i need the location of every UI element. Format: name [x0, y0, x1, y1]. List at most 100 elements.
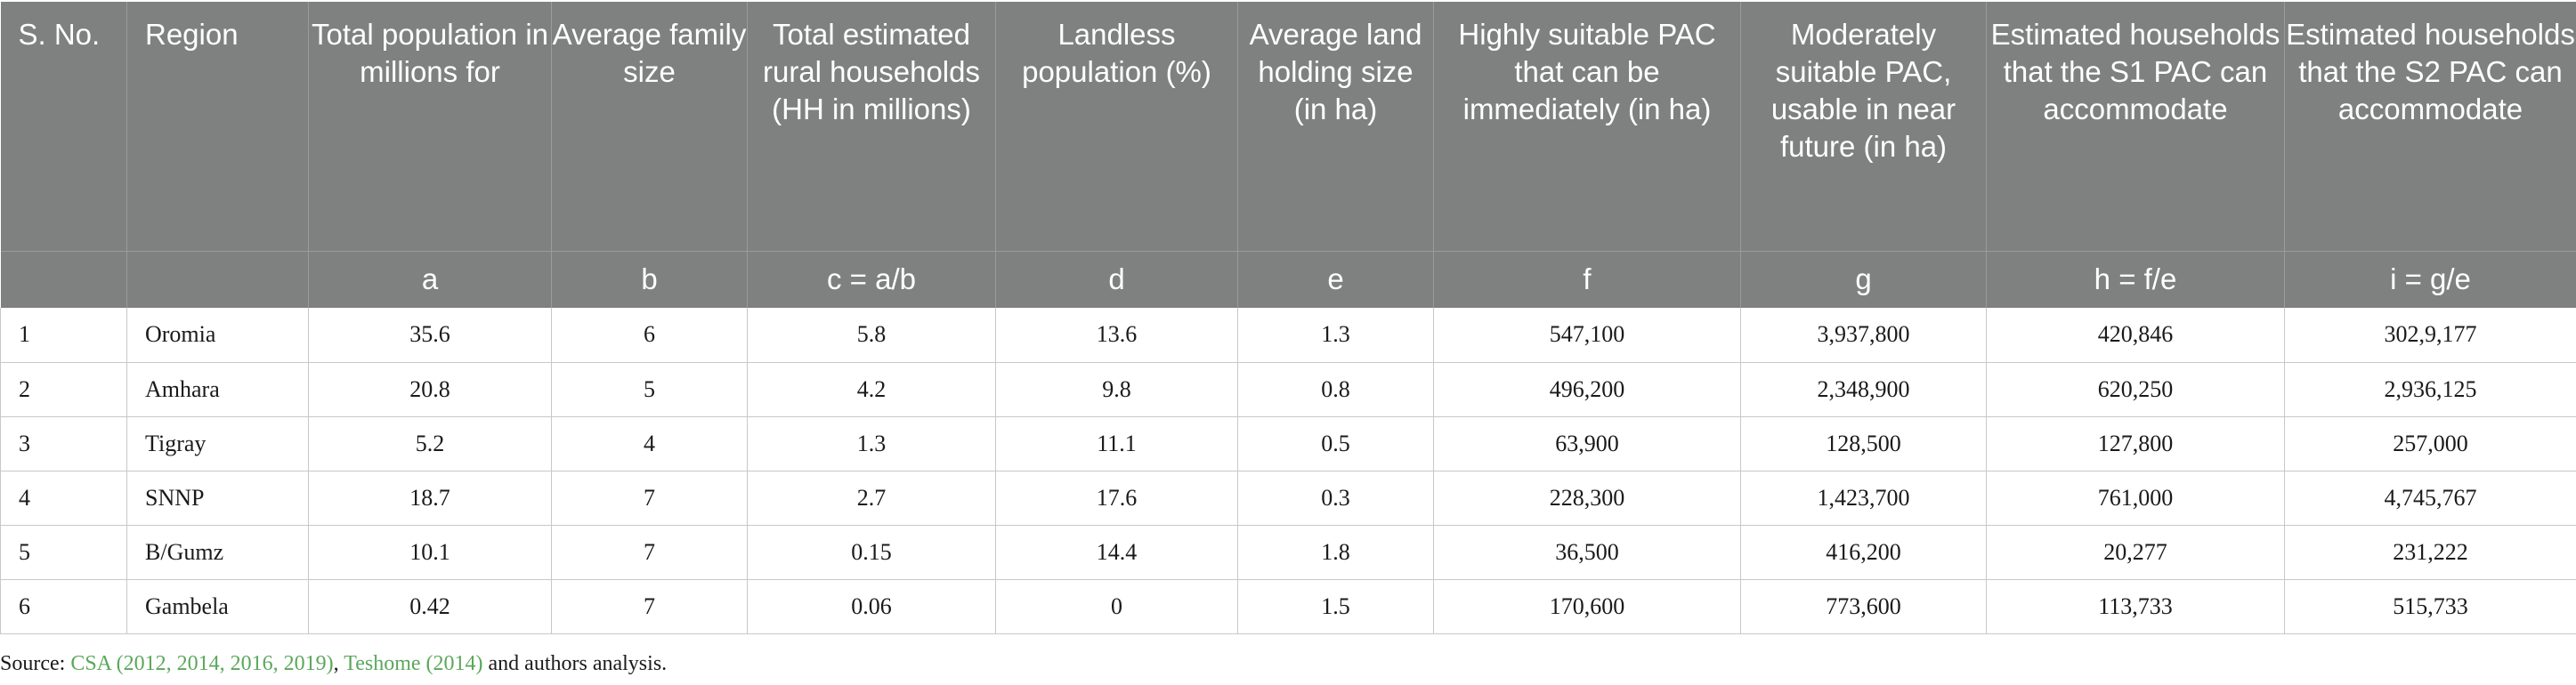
- cell-value: 4: [551, 416, 748, 471]
- formula-cell: d: [995, 250, 1238, 308]
- cell-value: 0.8: [1237, 362, 1434, 417]
- cell-value: 7: [551, 471, 748, 526]
- header-region: Region: [126, 2, 309, 251]
- header-family-size: Average family size: [551, 2, 748, 251]
- source-link-csa[interactable]: CSA (2012, 2014, 2016, 2019): [70, 652, 334, 675]
- header-s2-households: Estimated households that the S2 PAC can…: [2284, 2, 2576, 251]
- cell-region: Gambela: [126, 579, 309, 634]
- cell-value: 302,9,177: [2284, 308, 2576, 363]
- cell-value: 4.2: [747, 362, 996, 417]
- formula-cell: h = f/e: [1986, 250, 2285, 308]
- cell-region: Tigray: [126, 416, 309, 471]
- cell-value: 228,300: [1433, 471, 1741, 526]
- cell-value: 5.8: [747, 308, 996, 363]
- table-row: 5 B/Gumz 10.1 7 0.15 14.4 1.8 36,500 416…: [0, 525, 2576, 580]
- source-note: Source: CSA (2012, 2014, 2016, 2019), Te…: [0, 652, 667, 676]
- cell-value: 420,846: [1986, 308, 2285, 363]
- header-moderately-suitable-pac: Moderately suitable PAC, usable in near …: [1740, 2, 1987, 251]
- cell-value: 416,200: [1740, 525, 1987, 580]
- cell-value: 14.4: [995, 525, 1238, 580]
- source-separator: ,: [333, 652, 344, 675]
- cell-value: 113,733: [1986, 579, 2285, 634]
- header-highly-suitable-pac: Highly suitable PAC that can be immediat…: [1433, 2, 1741, 251]
- cell-value: 2,348,900: [1740, 362, 1987, 417]
- table-row: 4 SNNP 18.7 7 2.7 17.6 0.3 228,300 1,423…: [0, 471, 2576, 526]
- formula-cell: [0, 250, 127, 308]
- formula-cell: c = a/b: [747, 250, 996, 308]
- cell-value: 170,600: [1433, 579, 1741, 634]
- formula-cell: e: [1237, 250, 1434, 308]
- cell-value: 7: [551, 525, 748, 580]
- formula-cell: a: [308, 250, 552, 308]
- cell-value: 496,200: [1433, 362, 1741, 417]
- header-s1-households: Estimated households that the S1 PAC can…: [1986, 2, 2285, 251]
- cell-value: 10.1: [308, 525, 552, 580]
- cell-value: 0.3: [1237, 471, 1434, 526]
- cell-sno: 4: [0, 471, 127, 526]
- cell-value: 20,277: [1986, 525, 2285, 580]
- table-row: 6 Gambela 0.42 7 0.06 0 1.5 170,600 773,…: [0, 579, 2576, 634]
- data-table: S. No. Region Total population in millio…: [0, 2, 2576, 634]
- header-landless-population: Landless population (%): [995, 2, 1238, 251]
- cell-value: 1,423,700: [1740, 471, 1987, 526]
- table-header: S. No. Region Total population in millio…: [0, 2, 2576, 308]
- formula-row: a b c = a/b d e f g h = f/e i = g/e: [0, 250, 2576, 308]
- cell-value: 35.6: [308, 308, 552, 363]
- cell-value: 18.7: [308, 471, 552, 526]
- source-prefix: Source:: [0, 652, 71, 675]
- table-row: 3 Tigray 5.2 4 1.3 11.1 0.5 63,900 128,5…: [0, 416, 2576, 471]
- cell-value: 761,000: [1986, 471, 2285, 526]
- cell-value: 0: [995, 579, 1238, 634]
- cell-region: Oromia: [126, 308, 309, 363]
- header-total-population: Total population in millions for: [308, 2, 552, 251]
- cell-value: 2.7: [747, 471, 996, 526]
- cell-value: 773,600: [1740, 579, 1987, 634]
- cell-value: 1.5: [1237, 579, 1434, 634]
- header-sno: S. No.: [0, 2, 127, 251]
- header-land-holding: Average land holding size (in ha): [1237, 2, 1434, 251]
- table-row: 2 Amhara 20.8 5 4.2 9.8 0.8 496,200 2,34…: [0, 362, 2576, 417]
- header-rural-households: Total estimated rural households (HH in …: [747, 2, 996, 251]
- cell-region: Amhara: [126, 362, 309, 417]
- formula-cell: g: [1740, 250, 1987, 308]
- cell-value: 257,000: [2284, 416, 2576, 471]
- cell-sno: 1: [0, 308, 127, 363]
- cell-value: 231,222: [2284, 525, 2576, 580]
- cell-sno: 6: [0, 579, 127, 634]
- cell-value: 1.3: [747, 416, 996, 471]
- cell-value: 2,936,125: [2284, 362, 2576, 417]
- cell-value: 0.42: [308, 579, 552, 634]
- cell-value: 7: [551, 579, 748, 634]
- table-body: 1 Oromia 35.6 6 5.8 13.6 1.3 547,100 3,9…: [0, 308, 2576, 634]
- cell-value: 13.6: [995, 308, 1238, 363]
- cell-sno: 5: [0, 525, 127, 580]
- cell-value: 1.3: [1237, 308, 1434, 363]
- cell-value: 5.2: [308, 416, 552, 471]
- cell-sno: 3: [0, 416, 127, 471]
- cell-value: 620,250: [1986, 362, 2285, 417]
- cell-value: 1.8: [1237, 525, 1434, 580]
- cell-value: 0.5: [1237, 416, 1434, 471]
- formula-cell: [126, 250, 309, 308]
- table-row: 1 Oromia 35.6 6 5.8 13.6 1.3 547,100 3,9…: [0, 308, 2576, 363]
- cell-value: 547,100: [1433, 308, 1741, 363]
- cell-value: 17.6: [995, 471, 1238, 526]
- cell-value: 127,800: [1986, 416, 2285, 471]
- cell-value: 6: [551, 308, 748, 363]
- formula-cell: b: [551, 250, 748, 308]
- source-link-teshome[interactable]: Teshome (2014): [344, 652, 483, 675]
- header-row: S. No. Region Total population in millio…: [0, 2, 2576, 251]
- cell-region: B/Gumz: [126, 525, 309, 580]
- cell-value: 3,937,800: [1740, 308, 1987, 363]
- formula-cell: f: [1433, 250, 1741, 308]
- cell-value: 11.1: [995, 416, 1238, 471]
- cell-value: 36,500: [1433, 525, 1741, 580]
- source-suffix: and authors analysis.: [482, 652, 668, 675]
- cell-value: 4,745,767: [2284, 471, 2576, 526]
- cell-value: 0.15: [747, 525, 996, 580]
- formula-cell: i = g/e: [2284, 250, 2576, 308]
- cell-value: 515,733: [2284, 579, 2576, 634]
- cell-region: SNNP: [126, 471, 309, 526]
- cell-value: 0.06: [747, 579, 996, 634]
